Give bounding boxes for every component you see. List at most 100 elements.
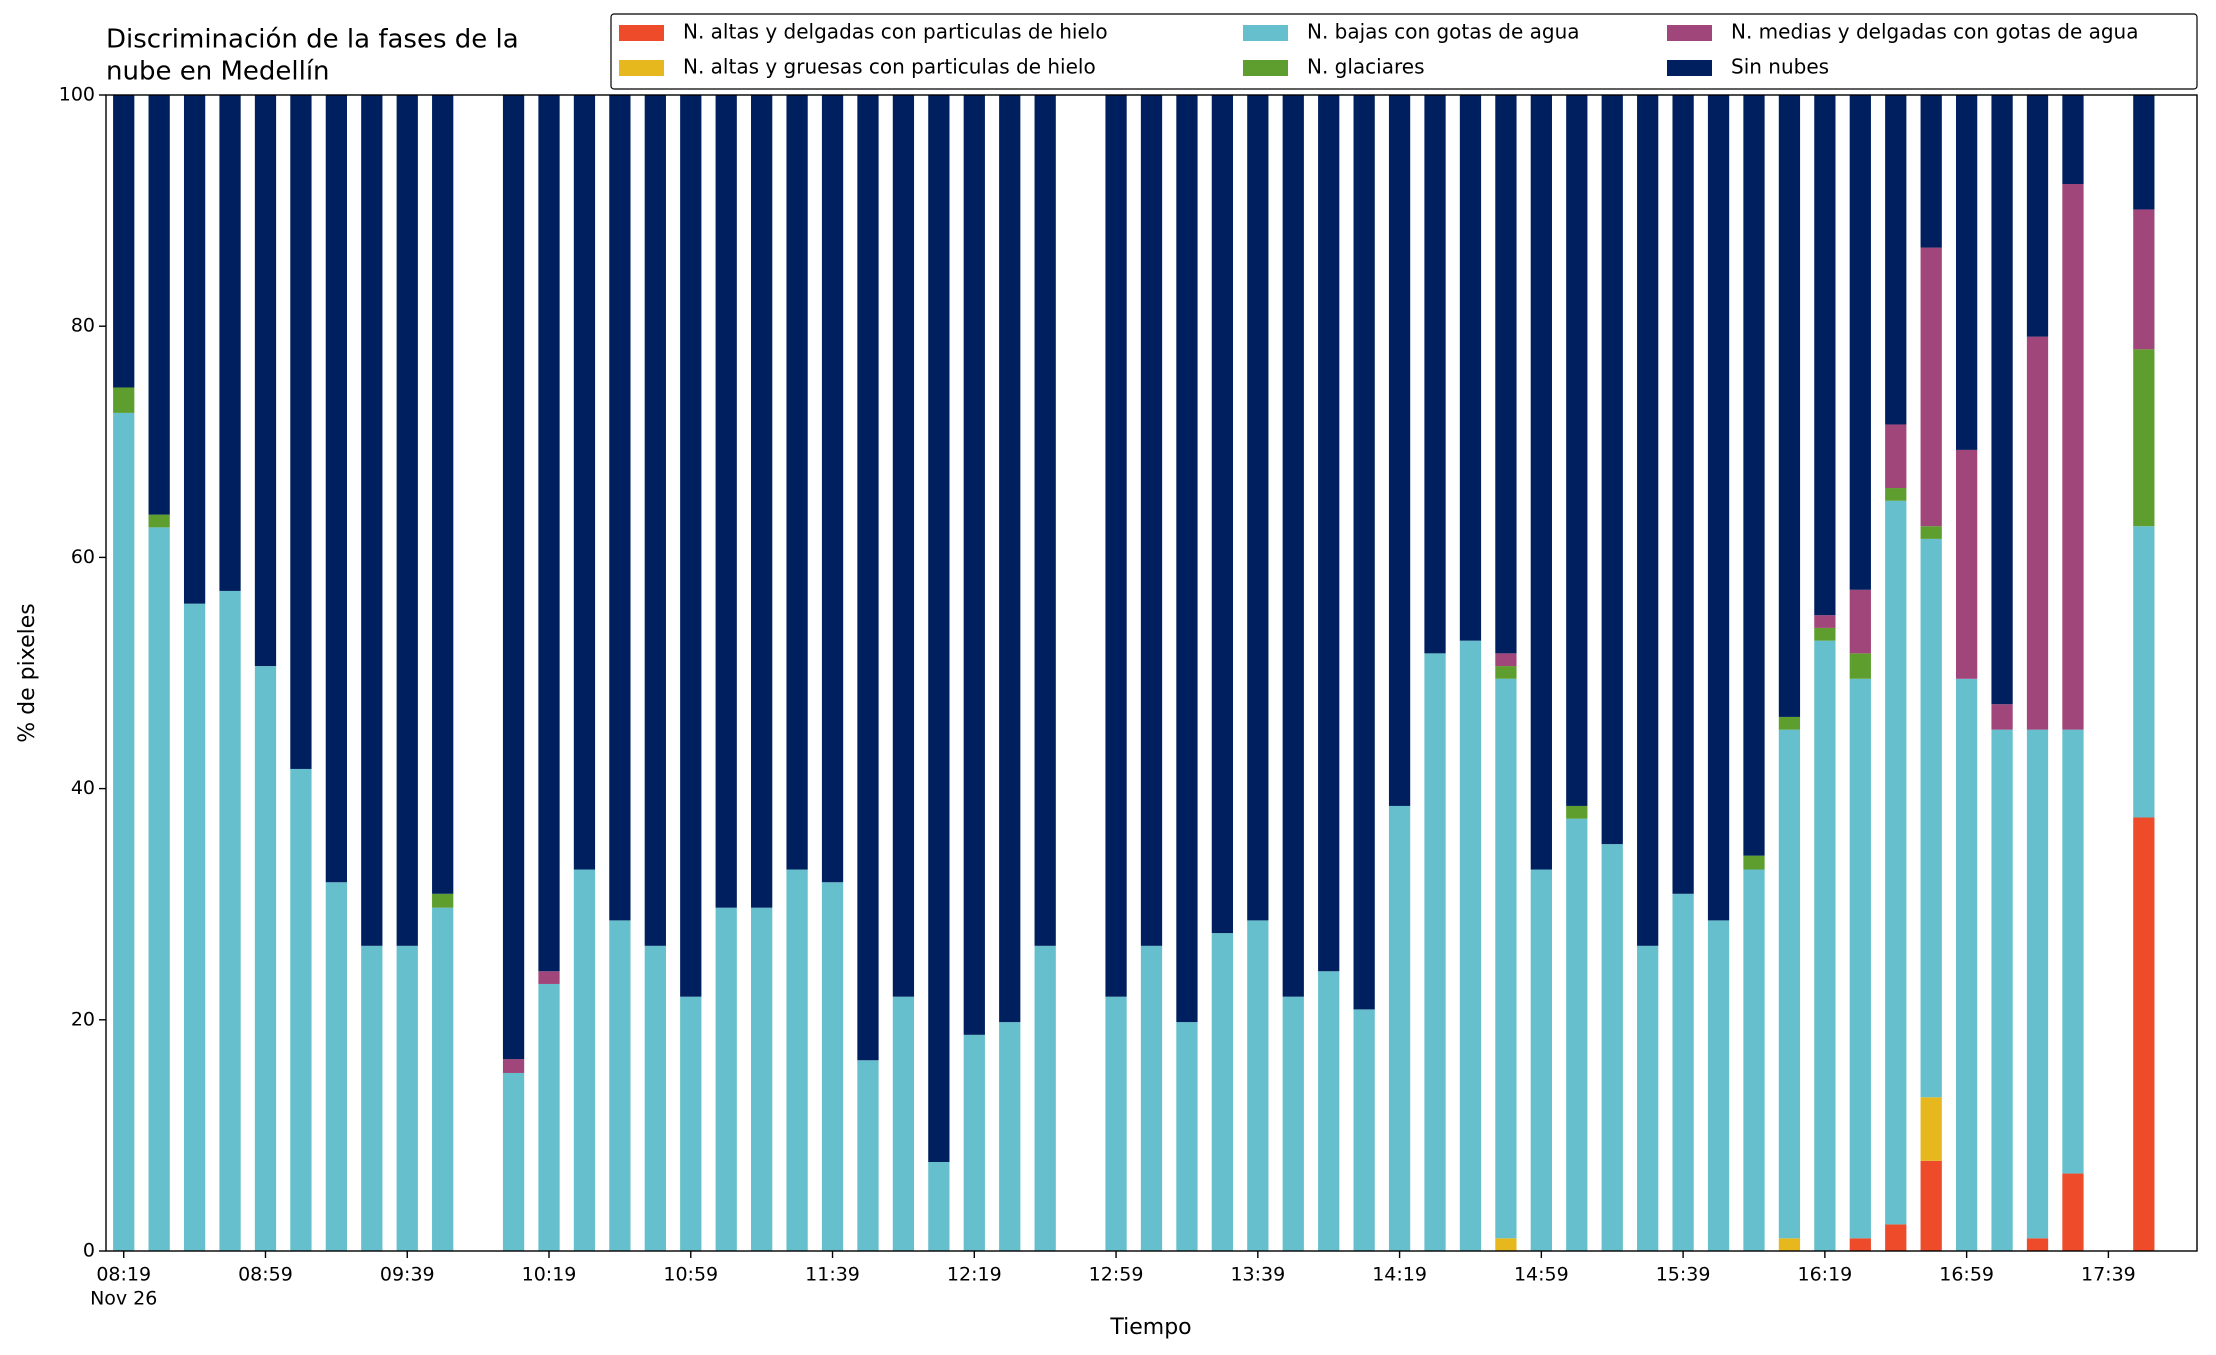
bar-segment	[1920, 526, 1942, 539]
bar-segment	[396, 95, 418, 946]
x-tick-label: 11:39	[805, 1264, 860, 1286]
x-tick-label: 16:59	[1939, 1264, 1994, 1286]
bar-segment	[1920, 538, 1942, 1098]
bar-segment	[1530, 95, 1552, 870]
x-axis-label: Tiempo	[1109, 1315, 1191, 1340]
bar-segment	[502, 1059, 525, 1073]
x-tick-label: 17:39	[2081, 1264, 2136, 1286]
bar-segment	[786, 869, 808, 1251]
bar-segment	[1672, 893, 1694, 1251]
bar-segment	[1211, 933, 1234, 1251]
bar-segment	[857, 1060, 879, 1251]
bar-segment	[857, 95, 879, 1061]
bar-segment	[1459, 95, 1482, 641]
bar-segment	[1672, 95, 1694, 894]
bar-segment	[1601, 95, 1623, 845]
bar-segment	[892, 95, 915, 997]
bar-segment	[1778, 1238, 1801, 1251]
bar-segment	[1105, 996, 1127, 1251]
bar-segment	[1920, 1160, 1942, 1251]
bar-segment	[1849, 95, 1871, 590]
x-tick-label: 12:59	[1089, 1264, 1144, 1286]
bar-segment	[786, 95, 808, 870]
bar-segment	[928, 95, 950, 1162]
bar-segment	[1637, 945, 1659, 1251]
bar-segment	[219, 95, 241, 591]
bar-segment	[1282, 95, 1304, 997]
bar-segment	[1034, 95, 1056, 946]
bar-segment	[2026, 729, 2049, 1239]
bar-segment	[396, 945, 418, 1251]
bar-segment	[1814, 95, 1836, 616]
bar-segment	[1105, 95, 1127, 997]
bar-segment	[219, 590, 241, 1251]
bar-segment	[148, 514, 170, 528]
bar-segment	[1743, 95, 1765, 856]
chart-title: nube en Medellín	[106, 57, 330, 87]
bar-segment	[2133, 95, 2155, 210]
legend-swatch	[1243, 60, 1288, 76]
bar-segment	[1388, 805, 1411, 1251]
bar-segment	[715, 907, 737, 1251]
bar-segment	[1991, 704, 2013, 730]
bar-segment	[1140, 95, 1163, 946]
chart-title: Discriminación de la fases de la	[106, 25, 519, 55]
bar-segment	[113, 387, 135, 413]
bar-segment	[1388, 95, 1411, 806]
bar-segment	[2062, 184, 2084, 730]
legend: N. altas y delgadas con particulas de hi…	[610, 13, 2198, 90]
bar-segment	[1282, 996, 1304, 1251]
bar-segment	[2133, 349, 2155, 527]
bar-segment	[999, 95, 1021, 1023]
bar-segment	[1778, 729, 1801, 1239]
bar-segment	[325, 882, 347, 1251]
bar-segment	[2026, 336, 2049, 730]
bar-segment	[1778, 95, 1801, 717]
bar-segment	[502, 1072, 525, 1251]
bar-segment	[1814, 615, 1836, 628]
bar-segment	[148, 95, 170, 515]
bar-segment	[1885, 1224, 1907, 1251]
legend-swatch	[1243, 25, 1288, 41]
x-tick-label: 15:39	[1656, 1264, 1711, 1286]
bar-segment	[1176, 1022, 1198, 1251]
bar-segment	[2062, 95, 2084, 185]
bar-segment	[361, 945, 383, 1251]
bar-segment	[1885, 424, 1907, 489]
y-tick-label: 0	[83, 1240, 95, 1262]
bar-segment	[183, 95, 206, 604]
bar-segment	[1991, 729, 2013, 1251]
bar-segment	[999, 1022, 1021, 1251]
bar-segment	[928, 1161, 950, 1251]
bar-segment	[1424, 653, 1446, 1251]
legend-swatch	[1667, 25, 1712, 41]
bar-segment	[1211, 95, 1234, 934]
y-tick-label: 80	[71, 315, 95, 337]
bar-segment	[1566, 805, 1588, 819]
bar-segment	[2133, 209, 2155, 350]
bar-segment	[1176, 95, 1198, 1023]
y-tick-label: 60	[71, 546, 95, 568]
bar-segment	[1956, 449, 1978, 679]
bar-segment	[1707, 920, 1730, 1251]
bar-segment	[573, 95, 596, 870]
x-tick-label: 10:59	[663, 1264, 718, 1286]
x-tick-label: 09:39	[380, 1264, 435, 1286]
bar-segment	[573, 869, 596, 1251]
bar-segment	[1566, 818, 1588, 1251]
bar-segment	[1991, 95, 2013, 705]
bar-segment	[361, 95, 383, 946]
legend-frame	[610, 13, 2198, 90]
bar-segment	[1424, 95, 1446, 654]
bar-segment	[963, 1034, 985, 1251]
bar-segment	[1637, 95, 1659, 946]
bar-segment	[1920, 247, 1942, 527]
bar-segment	[680, 95, 702, 997]
bar-segment	[1849, 653, 1871, 679]
bar-segment	[1530, 869, 1552, 1251]
bar-segment	[538, 971, 560, 984]
bar-segment	[1566, 95, 1588, 806]
bar-segment	[821, 882, 844, 1251]
bar-segment	[1353, 1009, 1375, 1251]
